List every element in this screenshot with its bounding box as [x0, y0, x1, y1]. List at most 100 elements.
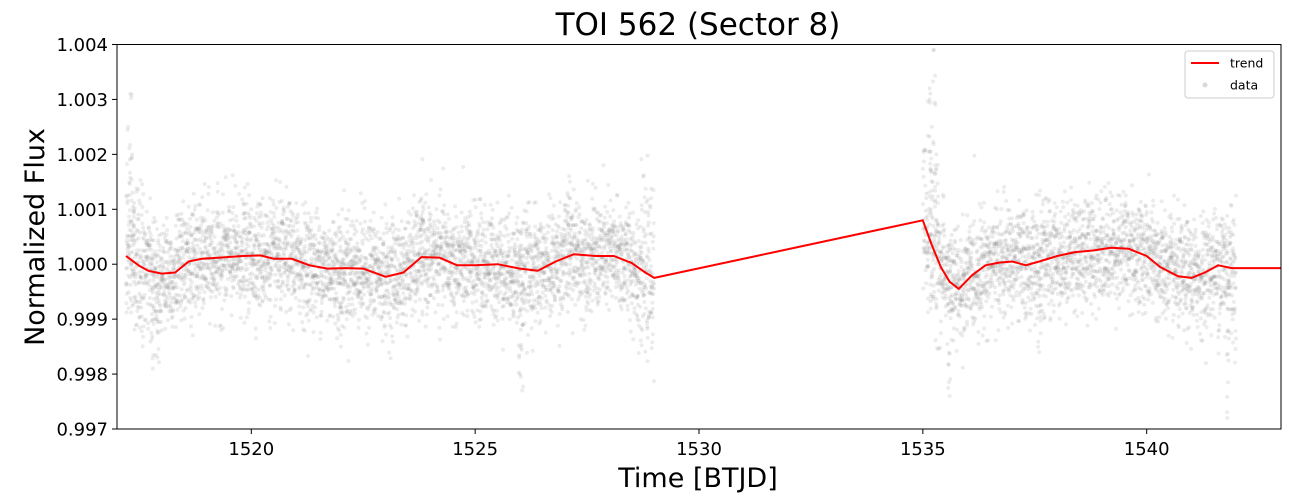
- data-point: [284, 216, 289, 221]
- data-point: [552, 283, 557, 288]
- data-point: [365, 342, 370, 347]
- data-point: [519, 243, 524, 248]
- data-point: [309, 256, 314, 261]
- data-point: [212, 218, 217, 223]
- data-point: [613, 225, 618, 230]
- data-point: [366, 289, 371, 294]
- data-point: [250, 259, 255, 264]
- data-point: [303, 244, 307, 249]
- data-point: [179, 223, 184, 228]
- data-point: [308, 231, 312, 236]
- data-point: [582, 327, 587, 332]
- data-point: [144, 209, 149, 214]
- data-point: [466, 241, 471, 246]
- data-point: [234, 232, 239, 237]
- data-point: [527, 224, 532, 229]
- data-point: [151, 304, 156, 309]
- data-point: [333, 277, 338, 282]
- data-point: [507, 317, 512, 322]
- data-point: [193, 300, 198, 305]
- data-point: [240, 240, 245, 245]
- data-point: [146, 282, 151, 287]
- data-point: [187, 272, 192, 277]
- data-point: [358, 281, 363, 286]
- data-point: [253, 285, 258, 290]
- data-point: [240, 249, 245, 254]
- data-point: [170, 307, 175, 312]
- data-point: [343, 264, 348, 269]
- data-point: [507, 211, 512, 216]
- data-point: [219, 272, 224, 277]
- data-point: [298, 240, 303, 245]
- data-point: [443, 225, 448, 230]
- data-point: [353, 270, 358, 275]
- data-point: [632, 306, 637, 311]
- data-point: [322, 269, 327, 274]
- data-point: [207, 287, 211, 292]
- data-point: [366, 226, 371, 231]
- data-point: [293, 287, 297, 292]
- data-point: [141, 229, 146, 234]
- data-point: [238, 278, 243, 283]
- data-point: [138, 178, 143, 183]
- data-point: [221, 236, 226, 241]
- data-point: [547, 192, 551, 197]
- data-point: [250, 290, 255, 295]
- data-point: [390, 222, 395, 227]
- data-point: [225, 263, 230, 268]
- data-point: [135, 300, 140, 305]
- data-point: [127, 214, 131, 219]
- data-point: [494, 281, 499, 286]
- data-point: [337, 238, 341, 243]
- data-point: [344, 304, 349, 309]
- data-point: [198, 267, 203, 272]
- data-point: [309, 215, 313, 220]
- data-point: [956, 247, 961, 252]
- data-point: [263, 261, 268, 266]
- data-point: [280, 221, 285, 226]
- data-point: [234, 231, 239, 235]
- data-point: [124, 282, 129, 287]
- data-point: [325, 252, 330, 257]
- data-point: [945, 342, 950, 346]
- data-point: [161, 223, 166, 228]
- data-point: [125, 234, 130, 239]
- data-point: [529, 249, 534, 254]
- data-point: [128, 283, 133, 287]
- data-point: [395, 291, 400, 296]
- data-point: [231, 217, 235, 222]
- data-point: [206, 191, 211, 196]
- data-point: [171, 286, 176, 290]
- data-point: [980, 333, 985, 338]
- data-point: [235, 261, 240, 266]
- data-point: [200, 218, 205, 223]
- data-point: [245, 233, 250, 238]
- data-point: [984, 299, 989, 304]
- data-point: [235, 266, 240, 271]
- data-point: [346, 243, 351, 248]
- data-point: [544, 246, 549, 250]
- data-point: [950, 251, 955, 256]
- data-point: [354, 229, 359, 234]
- data-point: [429, 178, 433, 183]
- data-point: [243, 230, 248, 235]
- data-point: [300, 285, 305, 290]
- data-point: [502, 234, 507, 238]
- data-point: [350, 296, 355, 301]
- data-point: [343, 272, 348, 277]
- data-point: [225, 226, 230, 231]
- data-point: [140, 235, 145, 240]
- data-point: [240, 280, 245, 285]
- data-point: [336, 318, 341, 323]
- data-point: [295, 243, 300, 248]
- data-point: [969, 250, 974, 255]
- data-point: [984, 272, 989, 277]
- data-point: [127, 181, 132, 186]
- data-point: [267, 319, 272, 324]
- data-point: [183, 276, 188, 280]
- data-point: [165, 284, 170, 289]
- data-point: [473, 245, 478, 250]
- data-point: [200, 286, 205, 291]
- data-point: [251, 224, 256, 229]
- data-point: [134, 186, 139, 191]
